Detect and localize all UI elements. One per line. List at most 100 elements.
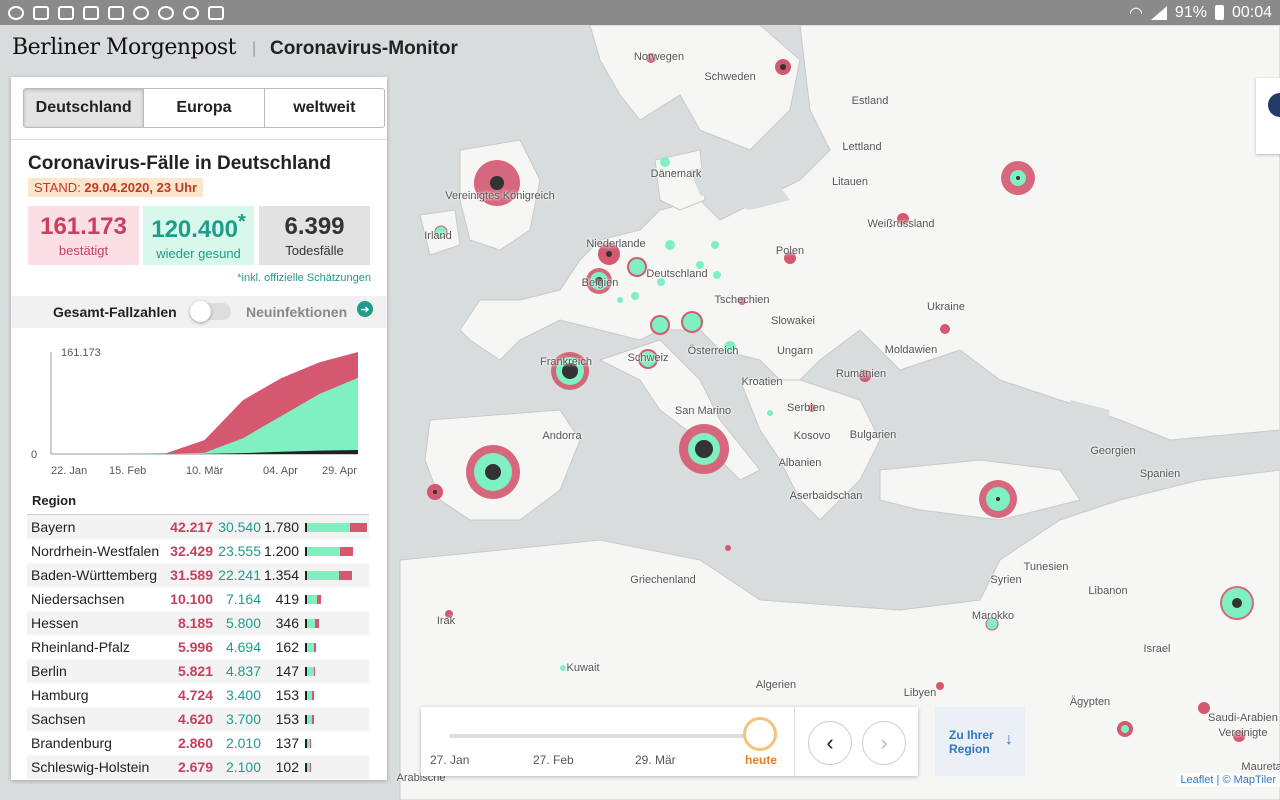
- table-row[interactable]: Bayern 42.217 30.540 1.780: [27, 515, 369, 539]
- cases-chart: 161.173 0 22. Jan 15. Feb 10. Mär 04. Apr 29. …: [31, 347, 358, 477]
- deaths-label: Todesfälle: [285, 243, 344, 258]
- maptiler-link[interactable]: MapTiler: [1233, 774, 1276, 786]
- region-bar: [305, 738, 312, 748]
- map-label: Schweiz: [627, 352, 669, 364]
- region-confirmed: 2.860: [177, 735, 213, 751]
- map-label: Niederlande: [586, 238, 646, 250]
- map-label: Rumänien: [835, 368, 887, 380]
- map-label: Irland: [424, 230, 452, 242]
- region-name: Hessen: [31, 615, 79, 631]
- header-separator: |: [252, 40, 257, 57]
- panel-title: Coronavirus-Fälle in Deutschland: [28, 153, 331, 174]
- region-button-line2: Region: [949, 742, 990, 756]
- your-region-button[interactable]: Zu Ihrer Region ↓: [935, 707, 1025, 776]
- region-deaths: 147: [275, 663, 299, 679]
- region-bar: [305, 546, 354, 556]
- table-row[interactable]: Schleswig-Holstein 2.679 2.100 102: [27, 755, 369, 779]
- tab-weltweit[interactable]: weltweit: [264, 89, 384, 127]
- map-label: Libyen: [903, 687, 937, 699]
- table-row[interactable]: Rheinland-Pfalz 5.996 4.694 162: [27, 635, 369, 659]
- region-recovered: 22.241: [218, 567, 261, 583]
- region-recovered: 3.400: [225, 687, 261, 703]
- timeline-label: 29. Mär: [635, 753, 676, 767]
- series-area: [51, 377, 358, 454]
- region-confirmed: 4.620: [177, 711, 213, 727]
- table-row[interactable]: Nordrhein-Westfalen 32.429 23.555 1.200: [27, 539, 369, 563]
- region-name: Niedersachsen: [31, 591, 125, 607]
- toggle-knob[interactable]: [190, 301, 211, 322]
- browser-icon: [8, 5, 24, 20]
- mode-toggle[interactable]: [190, 301, 231, 322]
- map-label: Syrien: [990, 574, 1022, 586]
- region-name: Baden-Württemberg: [31, 567, 158, 583]
- map-label: Moldawien: [884, 344, 938, 356]
- map-label: Frankreich: [540, 356, 592, 368]
- region-bar: [305, 666, 316, 676]
- arrow-down-icon: ↓: [1005, 731, 1013, 748]
- toggle-label-new[interactable]: Neuinfektionen: [246, 304, 348, 320]
- region-confirmed: 4.724: [177, 687, 213, 703]
- region-recovered: 3.700: [225, 711, 261, 727]
- map-label: Norwegen: [633, 51, 685, 63]
- map-label: Estland: [851, 95, 889, 107]
- map-label: Andorra: [542, 430, 582, 442]
- leaflet-link[interactable]: Leaflet: [1180, 774, 1214, 786]
- table-row[interactable]: Brandenburg 2.860 2.010 137: [27, 731, 369, 755]
- confirmed-label: bestätigt: [58, 243, 109, 258]
- brand-logo[interactable]: Berliner Morgenpost: [12, 35, 237, 60]
- region-bar: [305, 522, 367, 532]
- map-label: Tunesien: [1023, 561, 1069, 573]
- table-row[interactable]: Niedersachsen 10.100 7.164 419: [27, 587, 369, 611]
- map-label: Deutschland: [646, 268, 708, 280]
- chevron-right-icon[interactable]: ›: [862, 721, 906, 765]
- map-label: Dänemark: [650, 168, 702, 180]
- region-recovered: 23.555: [218, 543, 261, 559]
- table-row[interactable]: Sachsen 4.620 3.700 153: [27, 707, 369, 731]
- map-label: Algerien: [755, 679, 797, 691]
- timeline-thumb[interactable]: [743, 717, 777, 751]
- stand-label: STAND:: [34, 180, 81, 195]
- tab-deutschland[interactable]: Deutschland: [24, 89, 145, 127]
- map-label: Polen: [775, 245, 805, 257]
- timer-icon: [133, 5, 149, 20]
- region-confirmed: 31.589: [170, 567, 213, 583]
- region-deaths: 162: [275, 639, 299, 655]
- map-label: Österreich: [687, 345, 739, 357]
- region-deaths: 102: [275, 759, 299, 775]
- recovered-label: wieder gesund: [156, 245, 241, 261]
- region-table: Bayern 42.217 30.540 1.780 Nordrhein-Westfal…: [27, 515, 369, 779]
- region-deaths: 1.200: [263, 543, 299, 559]
- arrow-right-icon[interactable]: ➜: [357, 301, 373, 317]
- region-bar: [305, 618, 319, 628]
- y-tick-label: 161.173: [61, 347, 101, 359]
- map-label: Ägypten: [1069, 696, 1111, 708]
- map-control[interactable]: [1256, 78, 1280, 154]
- map-label: Mauretanien: [1241, 761, 1280, 773]
- signal-icon: [1150, 5, 1167, 20]
- region-recovered: 4.694: [225, 639, 261, 655]
- timeline-track[interactable]: [449, 734, 761, 738]
- toggle-label-total[interactable]: Gesamt-Fallzahlen: [53, 304, 177, 320]
- y-tick-label: 0: [31, 449, 37, 461]
- table-row[interactable]: Hessen 8.185 5.800 346: [27, 611, 369, 635]
- outbreak-markers: [427, 53, 1254, 742]
- region-deaths: 419: [275, 591, 299, 607]
- region-name: Schleswig-Holstein: [31, 759, 150, 775]
- map-label: Kroatien: [741, 376, 783, 388]
- chevron-left-icon[interactable]: ‹: [808, 721, 852, 765]
- deaths-value: 6.399: [284, 213, 345, 240]
- clock: 00:04: [1231, 3, 1272, 21]
- table-row[interactable]: Hamburg 4.724 3.400 153: [27, 683, 369, 707]
- series-area: [51, 450, 358, 454]
- table-row[interactable]: Baden-Württemberg 31.589 22.241 1.354: [27, 563, 369, 587]
- tab-europa[interactable]: Europa: [144, 89, 265, 127]
- region-recovered: 30.540: [218, 519, 261, 535]
- deaths-box: 6.399 Todesfälle: [259, 206, 370, 265]
- stand-badge: STAND: 29.04.2020, 23 Uhr: [28, 178, 204, 197]
- region-confirmed: 5.821: [177, 663, 213, 679]
- region-deaths: 346: [275, 615, 299, 631]
- map-label: San Marino: [674, 405, 732, 417]
- table-row[interactable]: Berlin 5.821 4.837 147: [27, 659, 369, 683]
- region-confirmed: 42.217: [170, 519, 213, 535]
- timer-icon: [158, 5, 174, 20]
